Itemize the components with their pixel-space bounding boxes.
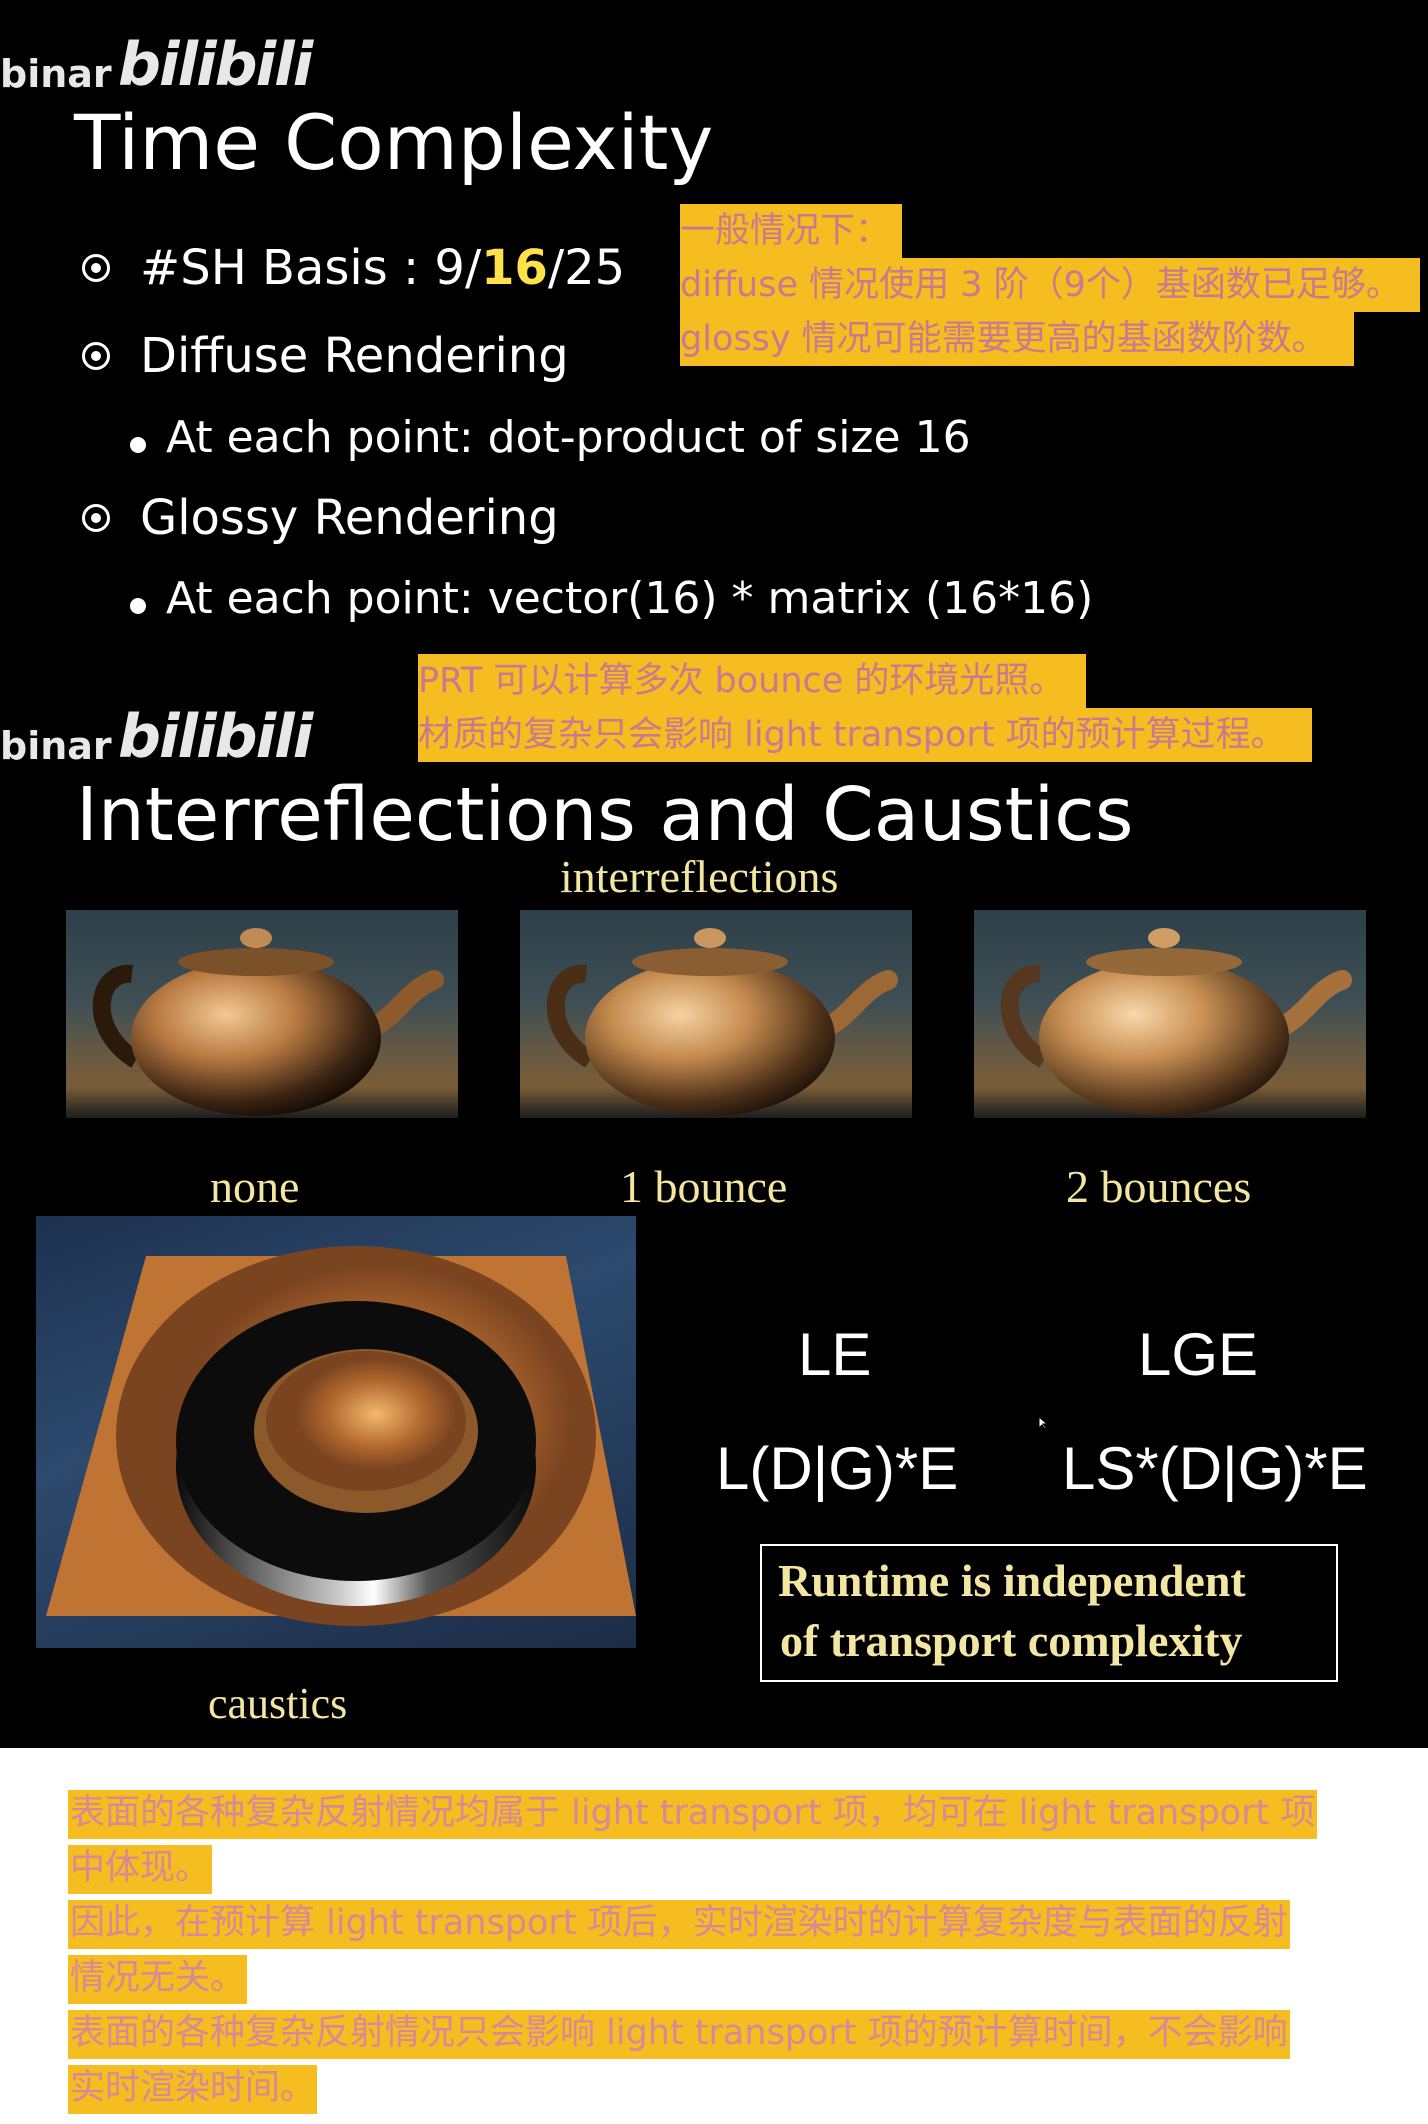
bilibili-logo-icon: bilibili [118,702,313,772]
note-line: PRT 可以计算多次 bounce 的环境光照。 [418,654,1086,708]
watermark-prefix: binar [0,724,112,768]
formula-lsdge: LS*(D|G)*E [1062,1435,1368,1502]
bottom-note-line: 因此，在预计算 light transport 项后，实时渲染时的计算复杂度与表… [68,1894,1290,1949]
diffuse-rendering-bullet: Diffuse Rendering [140,328,569,384]
sh-basis-suffix: /25 [547,240,626,296]
caption-none: none [210,1161,300,1212]
caption-2-bounces: 2 bounces [1066,1161,1252,1212]
caustics-image [36,1216,636,1648]
bullet-dot-icon [130,437,146,453]
teapot-icon [546,928,898,1116]
note-text: 表面的各种复杂反射情况均属于 light transport 项，均可在 lig… [68,1790,1318,1839]
note-line: 一般情况下： [680,204,902,258]
bullet-dot-icon [130,598,146,614]
teapot-image-1-bounce [520,910,912,1118]
bullet-ring-icon [82,504,110,532]
teapot-icon [1000,928,1352,1116]
teapot-icon [92,928,444,1116]
bottom-note-line: 实时渲染时间。 [68,2059,318,2114]
teapot-image-none [66,910,458,1118]
annotation-note-prt: PRT 可以计算多次 bounce 的环境光照。 材质的复杂只会影响 light… [418,654,1314,764]
sh-basis-highlight: 16 [481,240,548,296]
sh-basis-bullet: #SH Basis : 9/16/25 [140,240,625,296]
note-line: 材质的复杂只会影响 light transport 项的预计算过程。 [418,708,1312,762]
mouse-cursor-icon [1038,1416,1048,1430]
caustics-label: caustics [208,1679,348,1728]
annotation-note-basis: 一般情况下： diffuse 情况使用 3 阶（9个）基函数已足够。 gloss… [680,204,1420,366]
slide-title: Interreflections and Caustics [76,772,1134,858]
runtime-line1: Runtime is independent [778,1555,1246,1606]
note-text: 实时渲染时间。 [68,2065,318,2114]
bottom-note-line: 中体现。 [68,1839,213,1894]
runtime-line2: of transport complexity [780,1615,1243,1666]
note-line: glossy 情况可能需要更高的基函数阶数。 [680,312,1354,366]
bottom-note-line: 情况无关。 [68,1949,248,2004]
bilibili-logo-icon: bilibili [118,30,313,100]
note-text: 中体现。 [68,1845,213,1894]
glossy-sub-bullet: At each point: vector(16) * matrix (16*1… [166,573,1094,624]
caption-1-bounce: 1 bounce [620,1161,788,1212]
bullet-ring-icon [82,342,110,370]
sh-basis-prefix: #SH Basis : 9/ [140,240,482,296]
bottom-note-line: 表面的各种复杂反射情况只会影响 light transport 项的预计算时间，… [68,2004,1290,2059]
note-line: diffuse 情况使用 3 阶（9个）基函数已足够。 [680,258,1420,312]
note-text: 情况无关。 [68,1955,248,2004]
bullet-ring-icon [82,254,110,282]
note-text: 因此，在预计算 light transport 项后，实时渲染时的计算复杂度与表… [68,1900,1290,1949]
teapot-image-2-bounces [974,910,1366,1118]
note-text: 表面的各种复杂反射情况只会影响 light transport 项的预计算时间，… [68,2010,1290,2059]
formula-le: LE [798,1321,872,1388]
glossy-rendering-bullet: Glossy Rendering [140,490,559,546]
bottom-note-line: 表面的各种复杂反射情况均属于 light transport 项，均可在 lig… [68,1784,1318,1839]
interreflections-label: interreflections [560,851,839,902]
watermark-prefix: binar [0,52,112,96]
diffuse-sub-bullet: At each point: dot-product of size 16 [166,412,971,463]
caustics-ring-icon [46,1246,636,1626]
slide-interreflections: binar bilibili Interreflections and Caus… [0,680,1428,1748]
formula-ldge: L(D|G)*E [716,1435,959,1502]
page-title: Time Complexity [74,98,714,187]
runtime-box: Runtime is independent of transport comp… [760,1544,1338,1682]
formula-lge: LGE [1138,1321,1259,1388]
